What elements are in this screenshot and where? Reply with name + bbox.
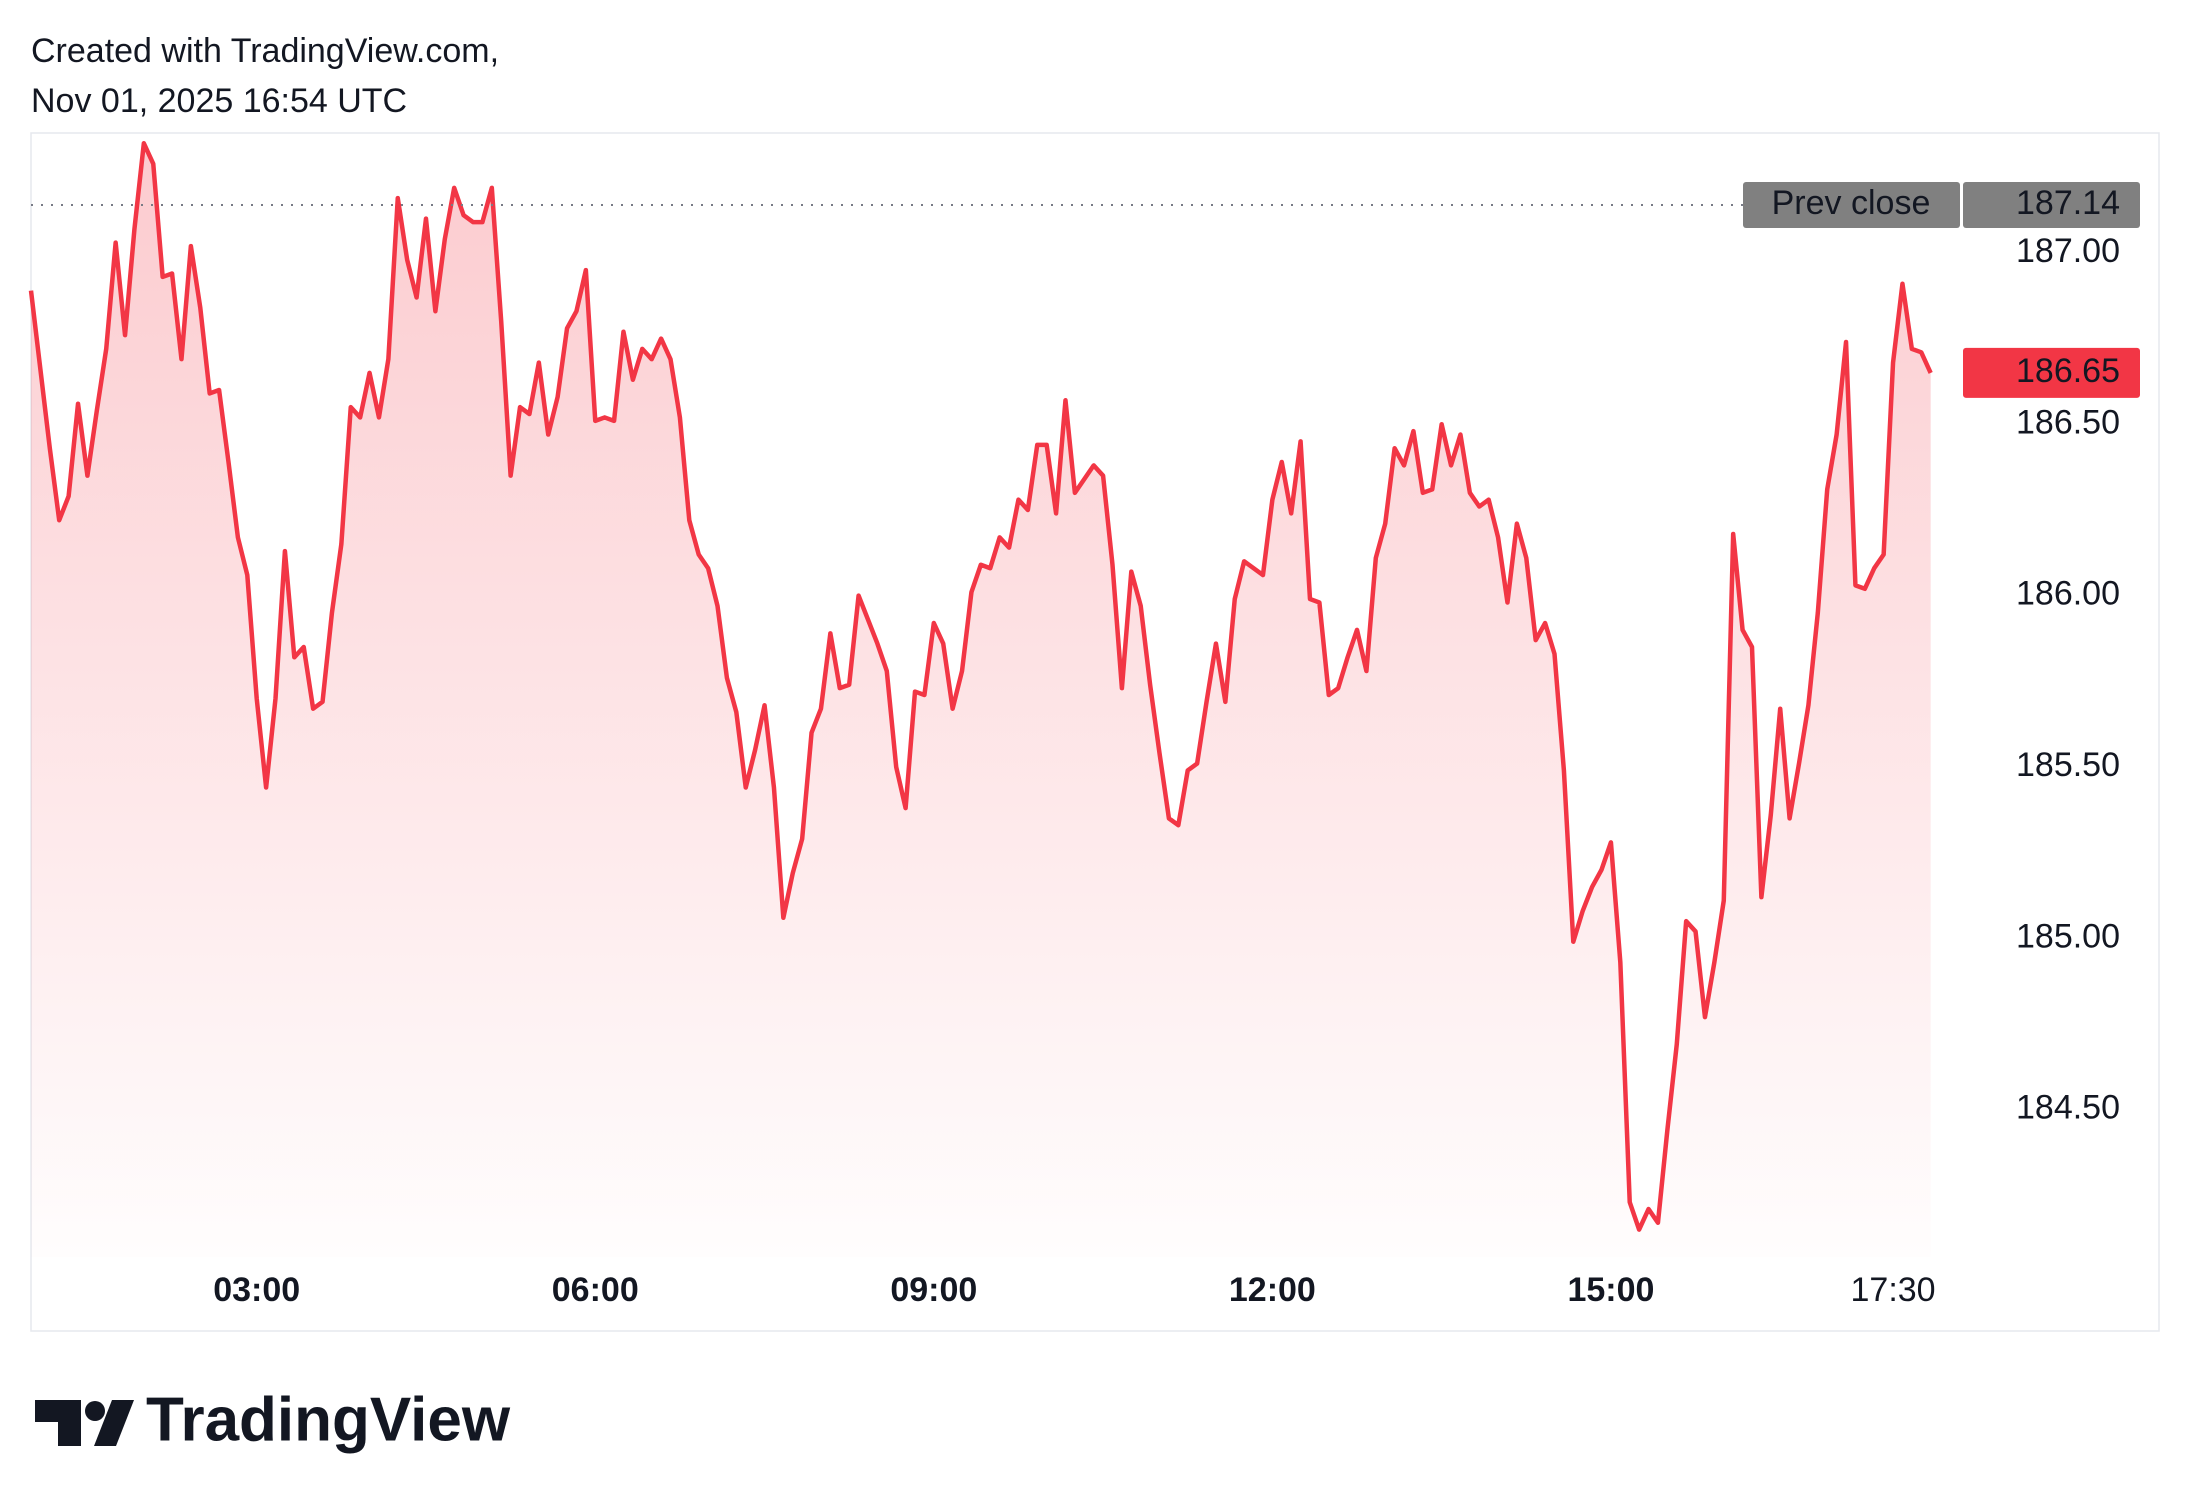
y-tick-label: 186.00 (2016, 575, 2120, 613)
x-tick-label: 06:00 (552, 1271, 639, 1309)
header-date: Nov 01, 2025 16:54 UTC (31, 82, 407, 120)
x-tick-label: 12:00 (1229, 1271, 1316, 1309)
logo: TradingView (35, 1385, 511, 1454)
y-tick-label: 187.00 (2016, 232, 2120, 270)
last-price-badge (1963, 347, 2140, 398)
brand: TradingView (146, 1385, 511, 1454)
price-line (28, 141, 1933, 1232)
last-price-label: 186.65 (2016, 352, 2120, 390)
y-tick-label: 185.00 (2016, 917, 2120, 955)
y-tick-label: 185.50 (2016, 746, 2120, 784)
x-tick-label: 09:00 (890, 1271, 977, 1309)
prev-close-value: 187.14 (2016, 184, 2120, 222)
plot: 184.50 185.00 185.50 186.00 186.50 187.00 03:0… (28, 141, 2140, 1309)
x-tick-label: 03:00 (213, 1271, 300, 1309)
y-tick-label: 184.50 (2016, 1089, 2120, 1127)
prev-close-value-badge (1963, 181, 2140, 228)
area-fill (31, 143, 1931, 1257)
logo-dot (85, 1401, 105, 1421)
prev-close-badge (1743, 181, 1960, 228)
y-tick-label: 186.50 (2016, 403, 2120, 441)
logo-slash (94, 1400, 134, 1446)
x-tick-label: 15:00 (1567, 1271, 1654, 1309)
header-line: Created with TradingView.com, (31, 32, 499, 70)
prev-close-label: Prev close (1772, 184, 1931, 222)
x-tick-label: 17:30 (1851, 1271, 1936, 1309)
logo-stem (58, 1400, 81, 1446)
